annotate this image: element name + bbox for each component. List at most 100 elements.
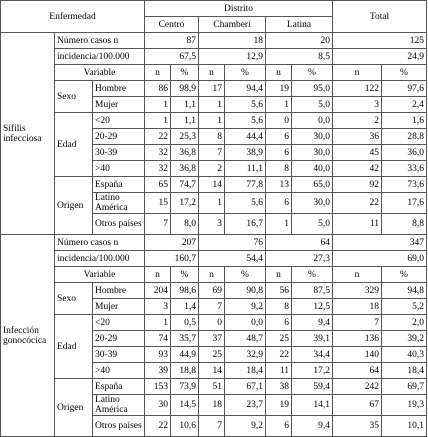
table-row: Edad <20 1 0,5 0 0,0 6 9,4 7 2,0 bbox=[1, 314, 428, 379]
percent-value: 5,2 bbox=[380, 298, 428, 315]
count-value: 11 bbox=[265, 362, 292, 379]
category-label: 30-39 bbox=[92, 144, 145, 161]
percent-value: 30,0 bbox=[291, 144, 333, 161]
percent-value: 9,2 bbox=[224, 298, 266, 315]
n-header: n bbox=[265, 266, 292, 283]
count-value: 1 bbox=[265, 213, 292, 235]
percent-value: 2,0 bbox=[380, 314, 428, 331]
table-row: Sexo Hombre 86 98,9 17 94,4 19 95,0 122 97,6 bbox=[1, 80, 428, 113]
count-value: 22 bbox=[332, 192, 382, 214]
percent-value: 65,0 bbox=[291, 176, 333, 193]
percent-value: 5,6 bbox=[224, 192, 266, 214]
percent-value: 5,0 bbox=[291, 213, 333, 235]
percent-value: 36,8 bbox=[170, 144, 199, 161]
table-row: Mujer 1 1,1 1 5,6 1 5,0 3 2,4 bbox=[1, 96, 428, 113]
pct-header: % bbox=[224, 64, 266, 81]
table-row: >40 39 18,8 14 18,4 11 17,2 64 18,4 bbox=[1, 362, 428, 379]
percent-value: 38,9 bbox=[224, 144, 266, 161]
percent-value: 5,0 bbox=[291, 96, 333, 113]
pct-header: % bbox=[380, 266, 428, 283]
count-value: 1 bbox=[265, 96, 292, 113]
incidencia-label: incidencia/100.000 bbox=[54, 250, 145, 267]
percent-value: 39,2 bbox=[380, 330, 428, 347]
header-latina: Latina bbox=[265, 16, 333, 33]
count-value: 65 bbox=[144, 176, 171, 193]
header-total: Total bbox=[331, 0, 428, 33]
table-row: Latino América 30 14,5 18 23,7 19 14,1 67 19,3 bbox=[1, 394, 428, 416]
table-row: Variable n% n% n% n% bbox=[1, 64, 428, 81]
variable-header: Variable bbox=[54, 64, 145, 81]
count-value: 45 bbox=[332, 144, 382, 161]
count-value: 32 bbox=[144, 144, 171, 161]
pct-header: % bbox=[170, 266, 199, 283]
count-value: 18 bbox=[198, 394, 225, 416]
percent-value: 17,2 bbox=[170, 192, 199, 214]
percent-value: 28,8 bbox=[380, 128, 428, 145]
percent-value: 74,7 bbox=[170, 176, 199, 193]
percent-value: 19,3 bbox=[380, 394, 428, 416]
percent-value: 94,8 bbox=[380, 282, 428, 299]
count-value: 56 bbox=[265, 282, 292, 299]
count-value: 140 bbox=[332, 346, 382, 363]
percent-value: 30,0 bbox=[291, 128, 333, 145]
incidencia-label: incidencia/100.000 bbox=[54, 48, 145, 65]
percent-value: 8,8 bbox=[380, 213, 428, 235]
group-label: Edad bbox=[54, 112, 93, 177]
count-value: 15 bbox=[144, 192, 171, 214]
count-value: 42 bbox=[332, 160, 382, 177]
count-value: 38 bbox=[265, 378, 292, 395]
n-header: n bbox=[198, 64, 225, 81]
incidencia-value: 69,0 bbox=[331, 250, 428, 267]
percent-value: 5,6 bbox=[224, 112, 266, 129]
category-label: 30-39 bbox=[92, 346, 145, 363]
incidencia-value: 8,5 bbox=[265, 48, 333, 65]
percent-value: 90,8 bbox=[224, 282, 266, 299]
incidencia-value: 67,5 bbox=[144, 48, 199, 65]
incidencia-value: 12,9 bbox=[198, 48, 266, 65]
percent-value: 17,6 bbox=[380, 192, 428, 214]
percent-value: 0,0 bbox=[291, 112, 333, 129]
count-value: 1 bbox=[144, 96, 171, 113]
casos-value: 207 bbox=[144, 234, 199, 251]
pct-header: % bbox=[291, 266, 333, 283]
casos-value: 18 bbox=[198, 32, 266, 49]
disease-name: Sífilis infecciosa bbox=[0, 32, 55, 235]
pct-header: % bbox=[224, 266, 266, 283]
header-distrito: Distrito bbox=[144, 0, 333, 17]
count-value: 14 bbox=[198, 362, 225, 379]
table-row: Sexo Hombre 204 98,6 69 90,8 56 87,5 329 94,8 bbox=[1, 282, 428, 315]
percent-value: 2,4 bbox=[380, 96, 428, 113]
percent-value: 95,0 bbox=[291, 80, 333, 97]
count-value: 69 bbox=[198, 282, 225, 299]
count-value: 25 bbox=[265, 330, 292, 347]
n-header: n bbox=[332, 64, 382, 81]
count-value: 2 bbox=[332, 112, 382, 129]
percent-value: 14,5 bbox=[170, 394, 199, 416]
percent-value: 9,4 bbox=[291, 415, 333, 437]
category-label: 20-29 bbox=[92, 330, 145, 347]
percent-value: 8,0 bbox=[170, 213, 199, 235]
count-value: 22 bbox=[144, 128, 171, 145]
percent-value: 18,4 bbox=[380, 362, 428, 379]
percent-value: 36,8 bbox=[170, 160, 199, 177]
category-label: >40 bbox=[92, 160, 145, 177]
count-value: 1 bbox=[144, 112, 171, 129]
table-row: incidencia/100.000 160,7 54,4 27,3 69,0 bbox=[1, 250, 428, 267]
count-value: 153 bbox=[144, 378, 171, 395]
count-value: 93 bbox=[144, 346, 171, 363]
count-value: 22 bbox=[265, 346, 292, 363]
count-value: 11 bbox=[332, 213, 382, 235]
percent-value: 73,9 bbox=[170, 378, 199, 395]
casos-value: 64 bbox=[265, 234, 333, 251]
table-row: Infección gonocócica Número casos n 207 76 6… bbox=[0, 234, 428, 437]
percent-value: 33,6 bbox=[380, 160, 428, 177]
count-value: 6 bbox=[265, 128, 292, 145]
percent-value: 44,4 bbox=[224, 128, 266, 145]
percent-value: 1,1 bbox=[170, 112, 199, 129]
percent-value: 1,1 bbox=[170, 96, 199, 113]
percent-value: 18,4 bbox=[224, 362, 266, 379]
percent-value: 34,4 bbox=[291, 346, 333, 363]
percent-value: 9,4 bbox=[291, 314, 333, 331]
table-row: Origen España 65 74,7 14 77,8 13 65,0 92 73,6 bbox=[1, 176, 428, 235]
casos-label: Número casos n bbox=[54, 234, 145, 251]
